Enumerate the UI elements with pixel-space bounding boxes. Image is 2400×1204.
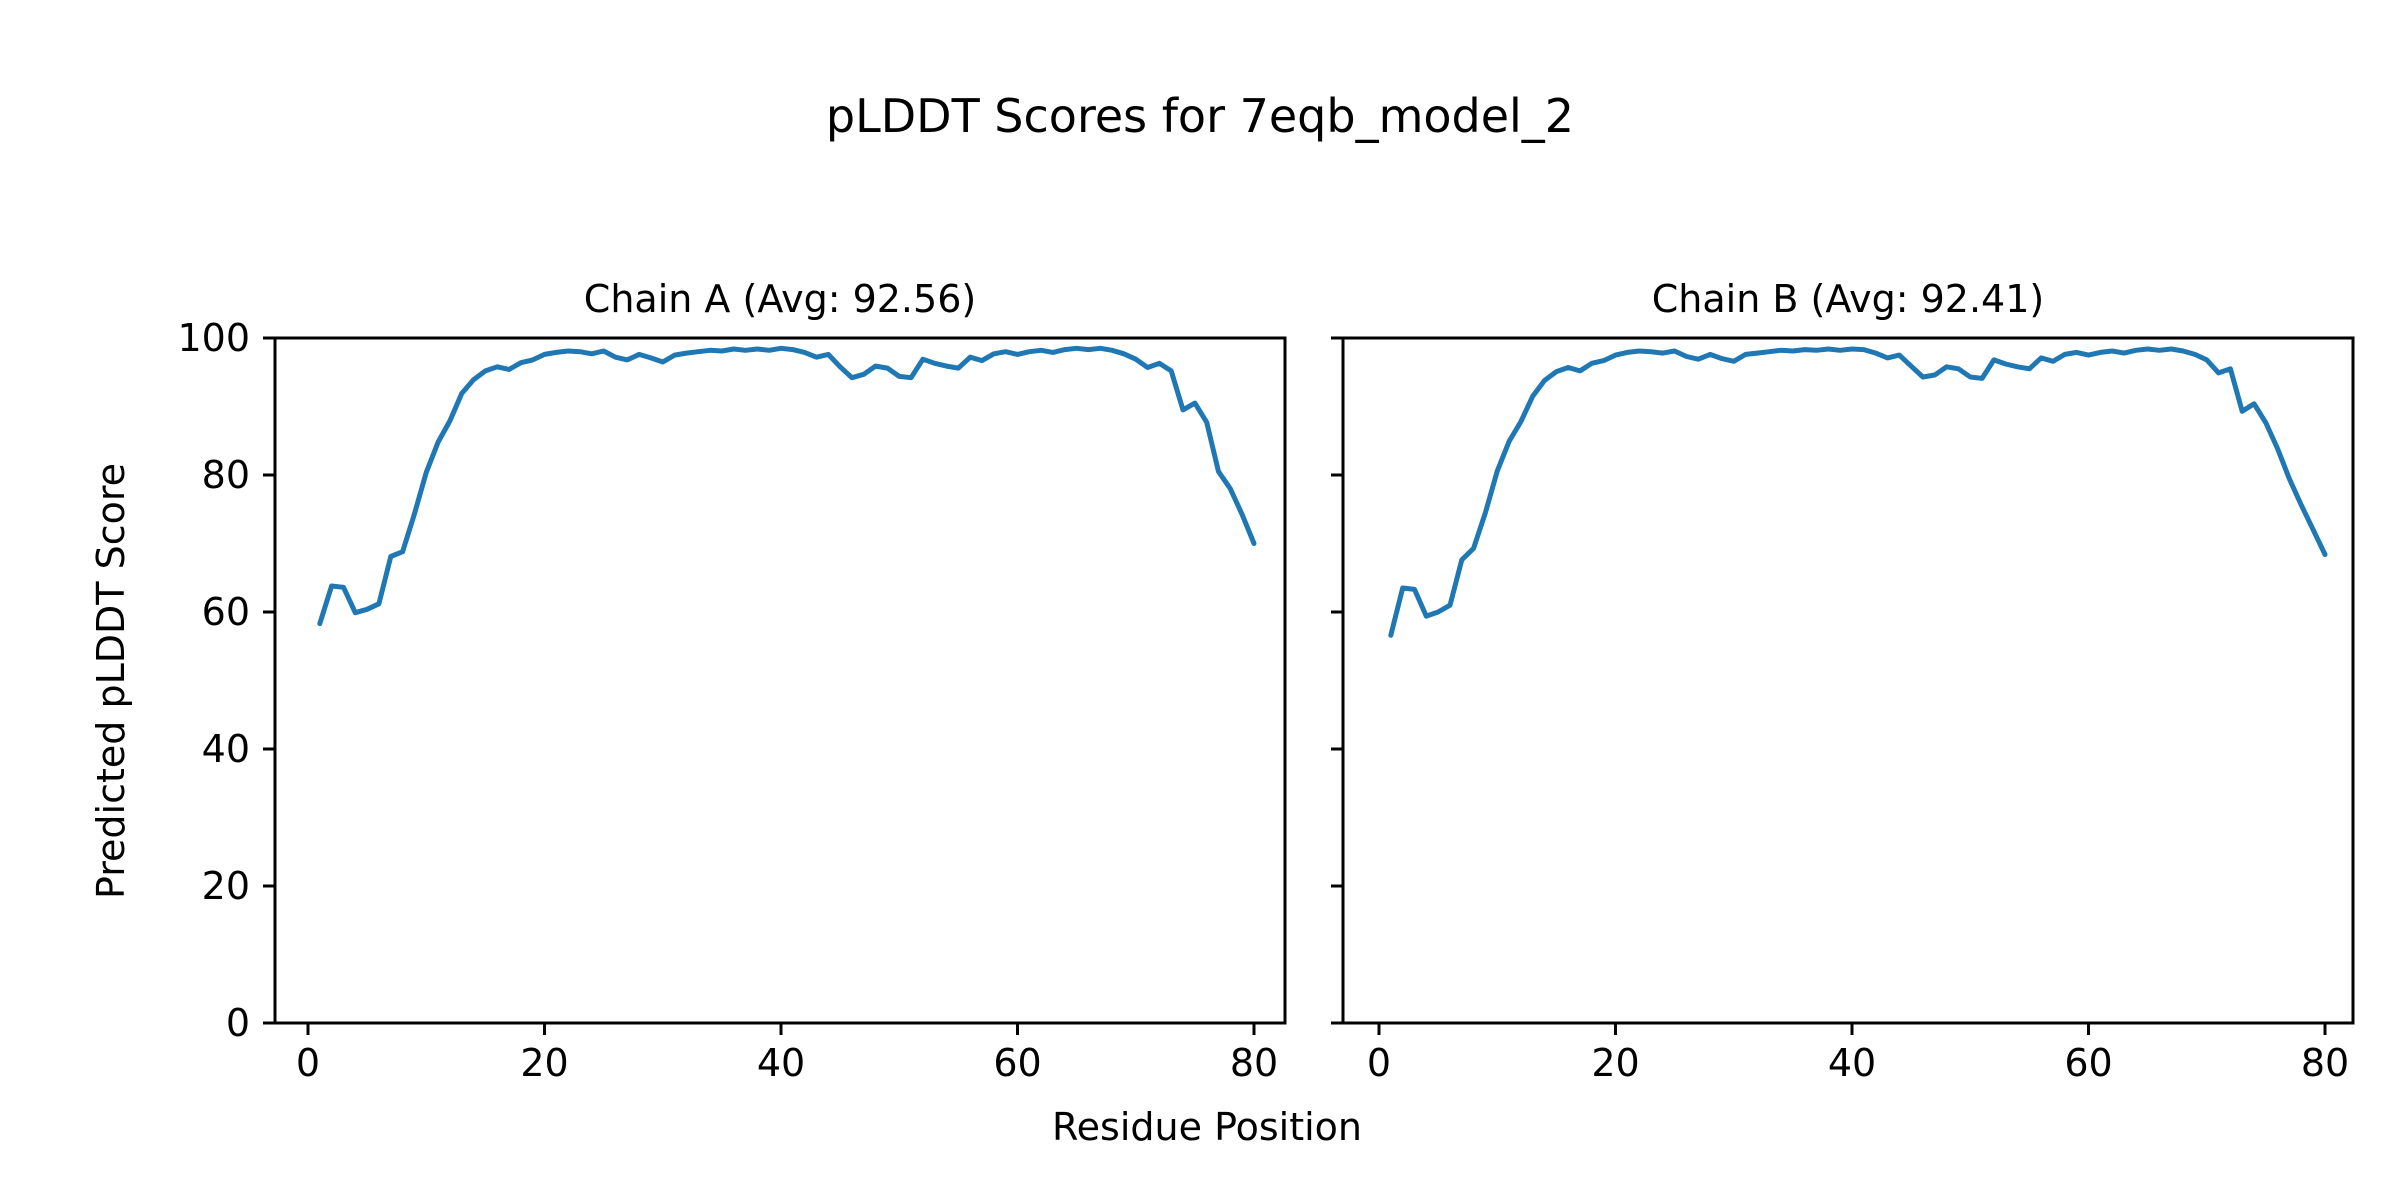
x-tick-label: 40 [757,1041,805,1085]
x-tick-label: 20 [520,1041,568,1085]
figure-title: pLDDT Scores for 7eqb_model_2 [826,89,1574,143]
axes-spines [1341,336,2355,1025]
y-tick-label: 60 [202,590,250,634]
subplot-chain-b: 0 20 40 60 80 [1331,336,2355,1085]
x-tick-label: 60 [993,1041,1041,1085]
x-tick-label: 20 [1591,1041,1639,1085]
axes-spines [273,336,1287,1025]
x-tick-label: 40 [1828,1041,1876,1085]
x-tick-label: 0 [1367,1041,1391,1085]
y-tick-label: 100 [177,316,250,360]
x-tick-label: 0 [296,1041,320,1085]
x-axis-label: Residue Position [1052,1105,1362,1149]
subplot-b-title: Chain B (Avg: 92.41) [1652,277,2044,321]
x-tick-label: 60 [2064,1041,2112,1085]
subplot-a-title: Chain A (Avg: 92.56) [584,277,976,321]
plddt-line [317,345,1257,627]
y-tick-label: 0 [226,1001,250,1045]
plddt-line [1388,346,2328,638]
subplot-chain-a: 0 20 40 60 80 0 20 40 60 80 100 [177,316,1287,1085]
y-tick-label: 20 [202,864,250,908]
x-tick-label: 80 [1230,1041,1278,1085]
y-tick-label: 40 [202,727,250,771]
y-axis-label: Predicted pLDDT Score [89,463,133,899]
x-tick-label: 80 [2301,1041,2349,1085]
y-tick-label: 80 [202,453,250,497]
